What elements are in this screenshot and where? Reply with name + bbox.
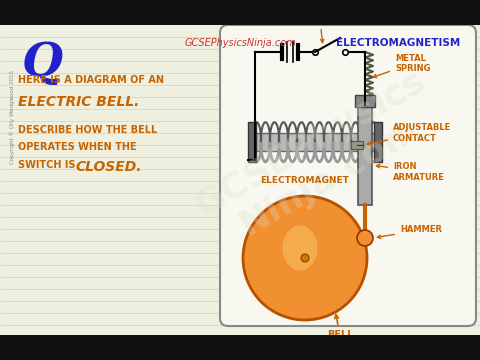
- Bar: [355, 95, 375, 107]
- Text: OPERATES WHEN THE: OPERATES WHEN THE: [18, 142, 137, 152]
- Bar: [351, 141, 363, 149]
- Circle shape: [301, 254, 309, 262]
- Text: ADJUSTABLE
CONTACT: ADJUSTABLE CONTACT: [367, 123, 451, 145]
- Text: Q: Q: [22, 40, 63, 86]
- Text: METAL
SPRING: METAL SPRING: [373, 54, 431, 78]
- Bar: [248, 122, 256, 162]
- Circle shape: [243, 196, 367, 320]
- Bar: [0, 0, 480, 25]
- Bar: [374, 122, 382, 162]
- Text: ELECTROMAGNETISM: ELECTROMAGNETISM: [336, 38, 460, 48]
- Text: SWITCH: SWITCH: [301, 15, 338, 43]
- Bar: [358, 105, 372, 205]
- Bar: [0, 335, 480, 360]
- Text: ELECTRIC BELL.: ELECTRIC BELL.: [18, 95, 139, 109]
- Text: ELECTROMAGNET: ELECTROMAGNET: [261, 176, 349, 185]
- Circle shape: [357, 230, 373, 246]
- Text: GCSEPhysics
Ninja.com: GCSEPhysics Ninja.com: [189, 63, 451, 257]
- FancyBboxPatch shape: [220, 25, 476, 326]
- Text: HAMMER: HAMMER: [377, 225, 442, 238]
- Ellipse shape: [283, 225, 317, 270]
- Bar: [255, 133, 375, 151]
- Bar: [0, 25, 480, 335]
- Text: Copyright © Olly Wedgwood 2015: Copyright © Olly Wedgwood 2015: [9, 70, 15, 164]
- Text: CLOSED.: CLOSED.: [75, 160, 142, 174]
- Text: BELL: BELL: [327, 315, 353, 340]
- Text: IRON
ARMATURE: IRON ARMATURE: [376, 162, 445, 182]
- Text: SWITCH IS: SWITCH IS: [18, 160, 79, 170]
- Text: GCSEPhysicsNinja.com: GCSEPhysicsNinja.com: [184, 38, 296, 48]
- Text: DESCRIBE HOW THE BELL: DESCRIBE HOW THE BELL: [18, 125, 157, 135]
- Text: HERE IS A DIAGRAM OF AN: HERE IS A DIAGRAM OF AN: [18, 75, 164, 85]
